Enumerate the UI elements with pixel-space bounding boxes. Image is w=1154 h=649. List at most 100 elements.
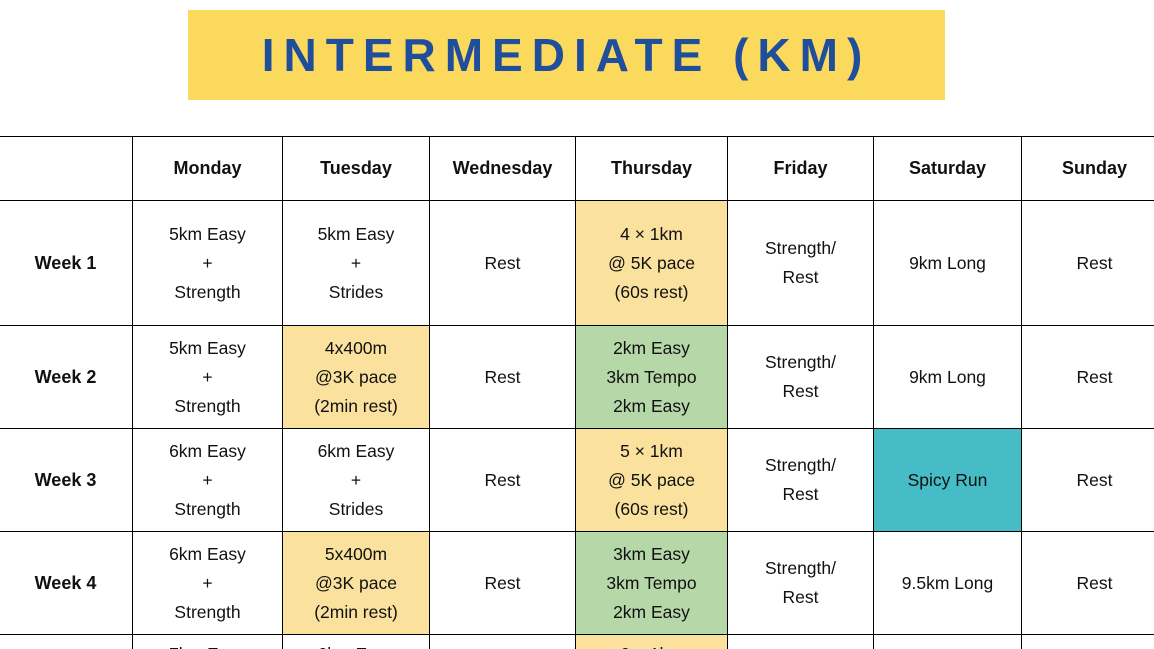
schedule-cell: Spicy Run [873,428,1022,532]
week-row: Week 2 5km Easy + Strength 4x400m @3K pace (2m… [0,325,1154,429]
cell-line: Strength/ [764,455,837,475]
week-label: Week 3 [0,428,133,532]
schedule-cell: 2km Easy 3km Tempo 2km Easy [575,325,728,429]
cell-line: + [202,469,213,490]
cell-line: 7km Easy [133,640,282,649]
day-header-saturday: Saturday [873,136,1022,201]
schedule-cell: 4x400m @3K pace (2min rest) [282,325,430,429]
cell-line: (60s rest) [614,498,689,519]
schedule-cell: Strength/Rest [727,531,874,635]
cell-line: Strength/ [764,238,837,258]
cell-line: + [350,469,362,490]
cell-line: Rest [1076,572,1113,593]
cell-line: @ 5K pace [608,252,695,273]
corner-cell [0,136,133,201]
page-title: INTERMEDIATE (KM) [261,29,872,81]
schedule-cell [429,634,576,649]
cell-line: Rest [782,587,819,607]
week-row: Week 4 6km Easy + Strength 5x400m @3K pace (2m… [0,531,1154,635]
cell-line: + [350,252,362,273]
schedule-cell: Strength/Rest [727,200,874,326]
cell-line: 6 × 1km [576,640,727,649]
week-label: Week 1 [0,200,133,326]
schedule-cell: 5x400m @3K pace (2min rest) [282,531,430,635]
cell-line: 2km Easy [613,395,690,416]
day-header-friday: Friday [727,136,874,201]
day-header-tuesday: Tuesday [282,136,430,201]
week-label: Week 4 [0,531,133,635]
cell-line: 2km Easy [613,337,690,358]
day-header-wednesday: Wednesday [429,136,576,201]
cell-line: 5 × 1km [620,440,683,461]
title-banner: INTERMEDIATE (KM) [188,10,945,100]
schedule-cell: 7km Easy [132,634,283,649]
cell-line: @3K pace [315,366,397,387]
cell-line: Rest [782,267,819,287]
day-header-sunday: Sunday [1021,136,1154,201]
week-row: Week 3 6km Easy + Strength 6km Easy + Strides R… [0,428,1154,532]
schedule-cell: 5km Easy + Strength [132,325,283,429]
cell-line: 9km Long [909,366,986,387]
cell-line: 9.5km Long [901,572,994,593]
schedule-cell: 6km Easy [282,634,430,649]
cell-line: Rest [484,366,521,387]
cell-line: Rest [782,484,819,504]
schedule-cell: 9km Long [873,325,1022,429]
schedule-cell: 3km Easy 3km Tempo 2km Easy [575,531,728,635]
cell-line: 3km Tempo [606,572,697,593]
week-label: Week 2 [0,325,133,429]
schedule-cell: Rest [1021,428,1154,532]
cell-line: Rest [484,469,521,490]
schedule-table: Monday Tuesday Wednesday Thursday Friday Satu… [0,136,1154,649]
schedule-cell: Strength/Rest [727,428,874,532]
schedule-cell: Rest [429,531,576,635]
cell-line: + [202,252,213,273]
cell-line: + [202,366,213,387]
cell-line: 3km Tempo [606,366,697,387]
cell-line: 9km Long [909,252,986,273]
cell-line: 5km Easy [169,337,246,358]
cell-line: 6km Easy [283,640,429,649]
schedule-cell: 5km Easy + Strides [282,200,430,326]
week-row: Week 1 5km Easy + Strength 5km Easy + Strides R… [0,200,1154,326]
cell-line: 2km Easy [613,601,690,622]
table-body: Week 1 5km Easy + Strength 5km Easy + Strides R… [0,200,1154,649]
table-header: Monday Tuesday Wednesday Thursday Friday Satu… [0,136,1154,201]
schedule-cell: 9.5km Long [873,531,1022,635]
cell-line: 6km Easy [169,543,246,564]
cell-line: Strength/ [764,558,837,578]
schedule-cell: Rest [429,325,576,429]
schedule-cell: Rest [1021,325,1154,429]
cell-line: (2min rest) [314,395,398,416]
cell-line: 3km Easy [613,543,690,564]
schedule-cell: 9km Long [873,200,1022,326]
cell-line: Strides [328,281,384,302]
cell-line: @ 5K pace [608,469,695,490]
schedule-cell: Rest [429,428,576,532]
cell-line: 6km Easy [317,440,395,461]
header-row: Monday Tuesday Wednesday Thursday Friday Satu… [0,136,1154,201]
cell-line: Spicy Run [907,469,988,490]
cell-line [874,640,1021,649]
day-header-monday: Monday [132,136,283,201]
schedule-cell: Rest [1021,531,1154,635]
cell-line: 6km Easy [169,440,246,461]
cell-line: Strength [174,498,241,519]
cell-line: 4 × 1km [620,223,683,244]
cell-line: (2min rest) [314,601,398,622]
cell-line: Strength [174,601,241,622]
cell-line: Strength [174,281,241,302]
cell-line: 5km Easy [317,223,395,244]
schedule-cell: 6 × 1km [575,634,728,649]
schedule-cell [1021,634,1154,649]
cell-line [430,640,575,649]
day-header-thursday: Thursday [575,136,728,201]
schedule-cell: 4 × 1km @ 5K pace (60s rest) [575,200,728,326]
cell-line [1022,640,1154,649]
cell-line: @3K pace [315,572,397,593]
cell-line: Strength [174,395,241,416]
cell-line: Rest [1076,366,1113,387]
cell-line: Rest [1076,469,1113,490]
schedule-cell [727,634,874,649]
cell-line: Rest [1076,252,1113,273]
